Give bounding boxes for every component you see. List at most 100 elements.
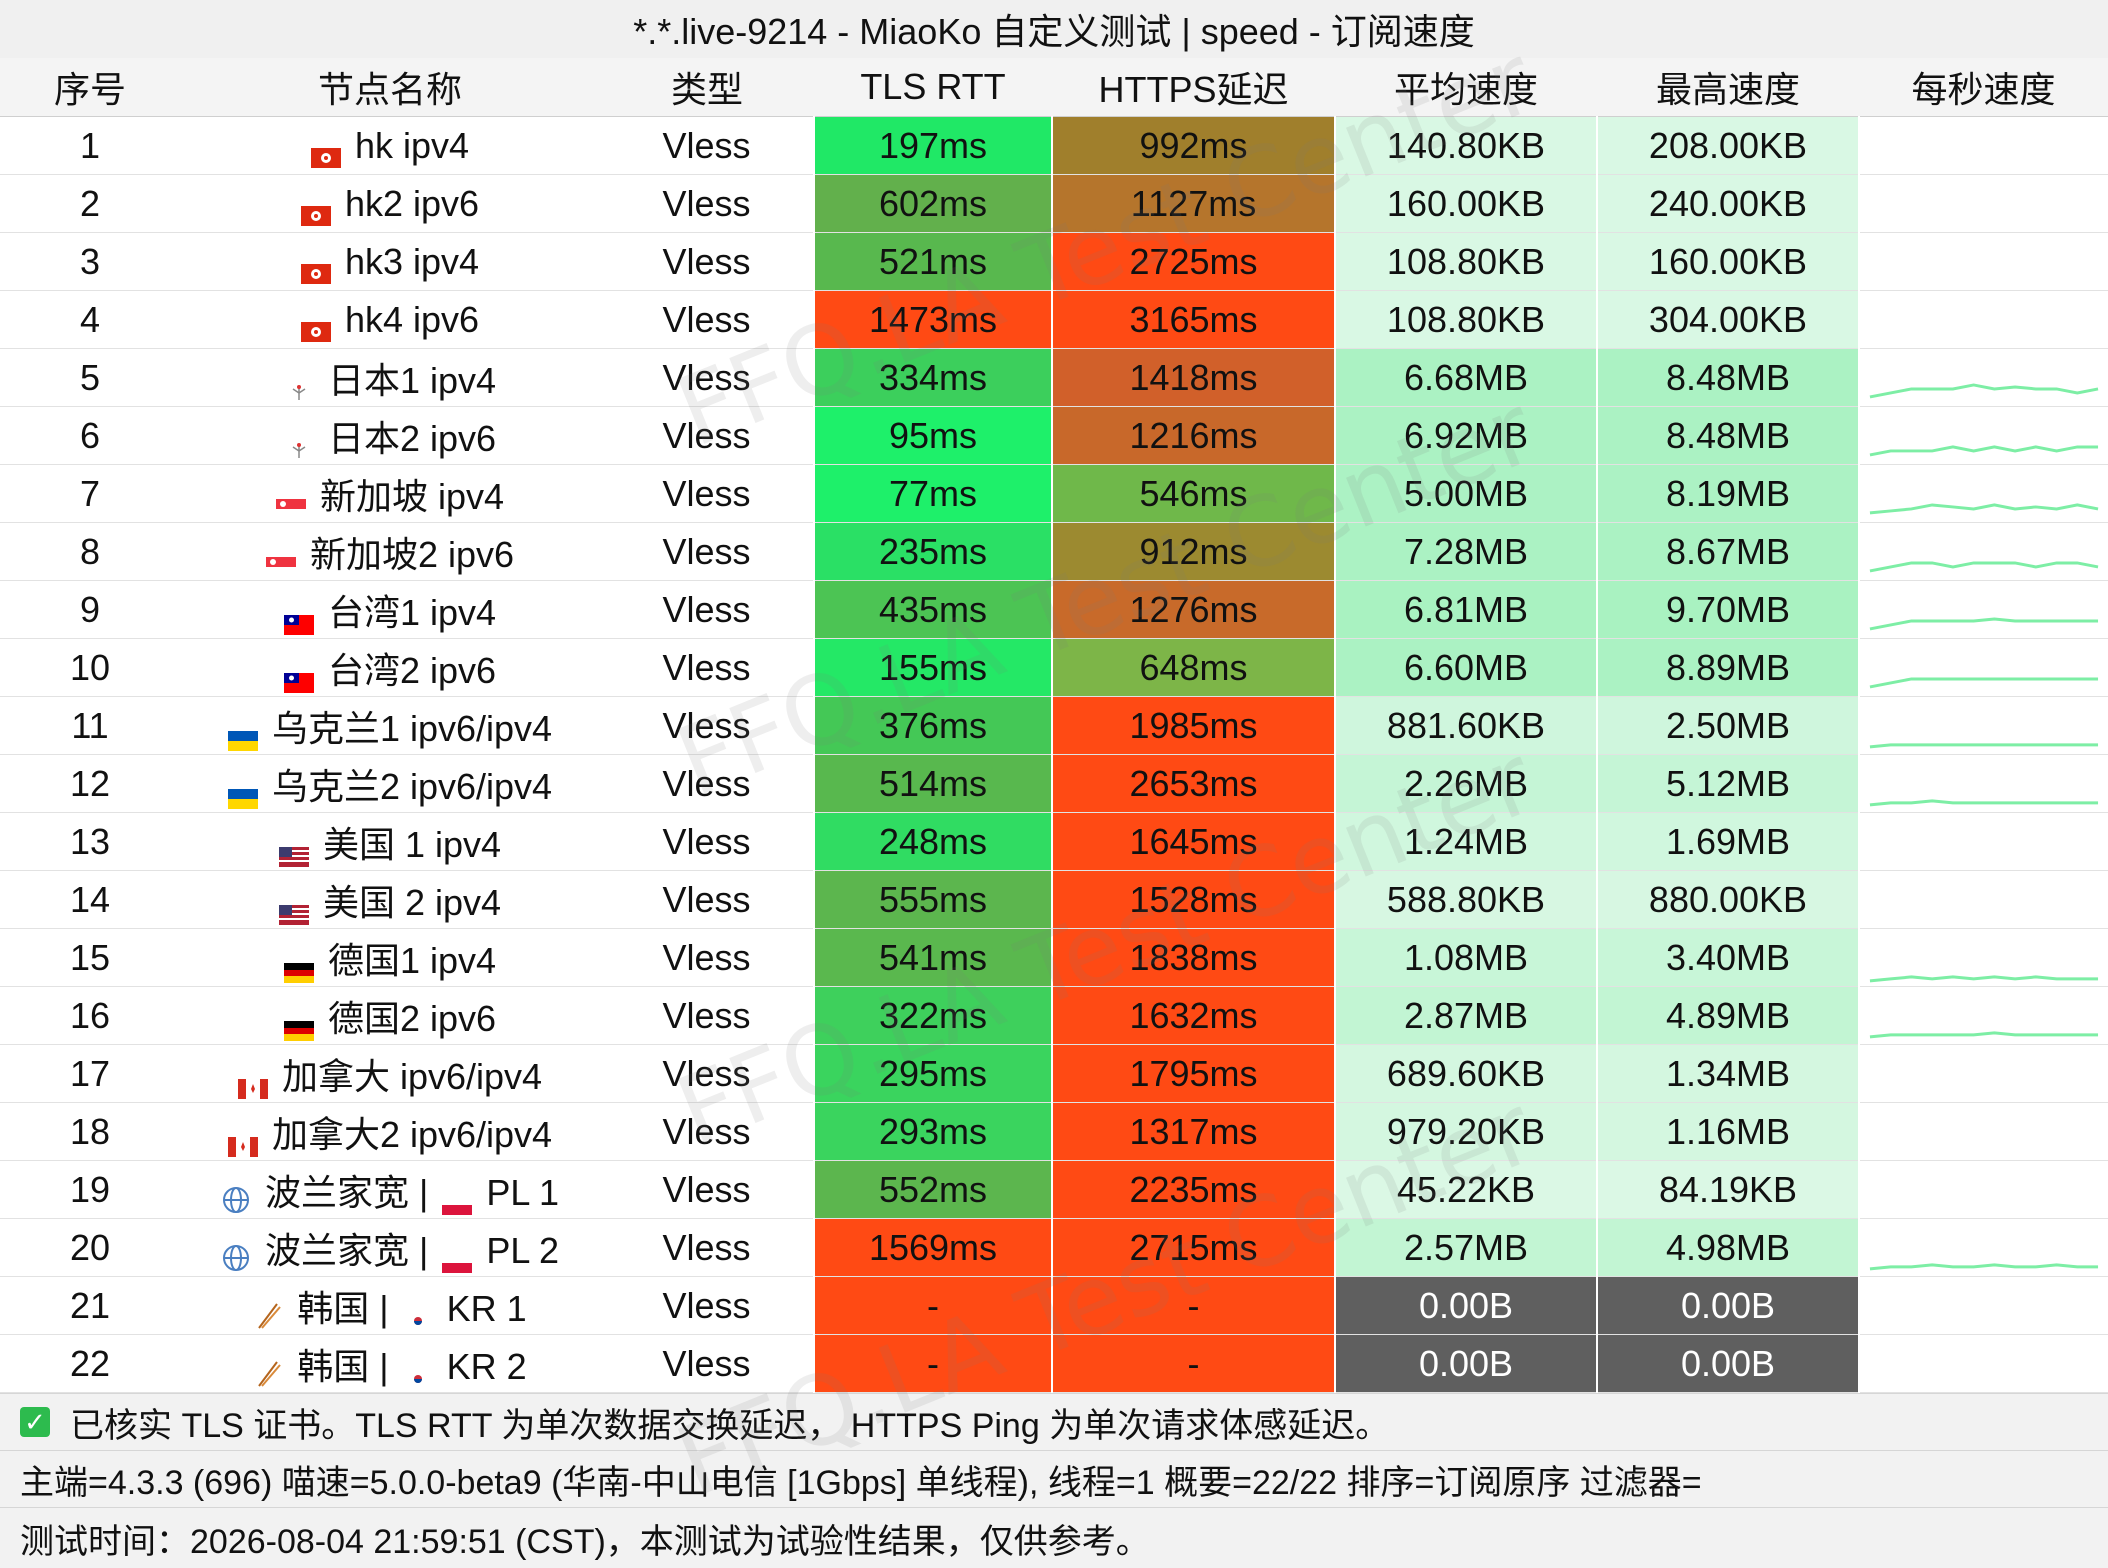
https-delay-cell: - (1051, 1334, 1336, 1393)
table-row[interactable]: 8 新加坡2 ipv6 Vless 235ms 912ms 7.28MB 8.67MB (0, 522, 2108, 581)
max-speed-cell: 8.19MB (1596, 464, 1860, 523)
chopsticks-icon (253, 1356, 283, 1387)
col-header-per-second-speed[interactable]: 每秒速度 (1859, 58, 2108, 117)
table-row[interactable]: 7 新加坡 ipv4 Vless 77ms 546ms 5.00MB 8.19MB (0, 464, 2108, 523)
tls-rtt-cell: 197ms (813, 116, 1053, 175)
per-second-speed-cell (1859, 696, 2108, 755)
max-speed-cell: 1.16MB (1596, 1102, 1860, 1161)
max-speed-cell: 3.40MB (1596, 928, 1860, 987)
avg-speed-cell: 1.08MB (1334, 928, 1598, 987)
node-sub-name: PL 1 (486, 1171, 560, 1213)
node-type: Vless (600, 174, 814, 233)
per-second-speed-cell (1859, 754, 2108, 813)
https-delay-cell: 992ms (1051, 116, 1336, 175)
row-index: 19 (0, 1160, 180, 1219)
globe-icon (221, 1240, 251, 1271)
node-name-cell: 日本2 ipv6 (180, 406, 600, 465)
table-row[interactable]: 9 台湾1 ipv4 Vless 435ms 1276ms 6.81MB 9.70MB (0, 580, 2108, 639)
table-row[interactable]: 16 德国2 ipv6 Vless 322ms 1632ms 2.87MB 4.89MB (0, 986, 2108, 1045)
col-header-index[interactable]: 序号 (0, 58, 180, 117)
table-row[interactable]: 14 美国 2 ipv4 Vless 555ms 1528ms 588.80KB 880.0… (0, 870, 2108, 929)
row-index: 13 (0, 812, 180, 871)
node-name: 新加坡2 ipv6 (309, 533, 515, 575)
table-row[interactable]: 2 hk2 ipv6 Vless 602ms 1127ms 160.00KB 240.00K… (0, 174, 2108, 233)
tls-rtt-cell: 295ms (813, 1044, 1053, 1103)
table-row[interactable]: 5 日本1 ipv4 Vless 334ms 1418ms 6.68MB 8.48MB (0, 348, 2108, 407)
table-row[interactable]: 3 hk3 ipv4 Vless 521ms 2725ms 108.80KB 160.00K… (0, 232, 2108, 291)
node-name-cell: hk4 ipv6 (180, 290, 600, 349)
node-type: Vless (600, 580, 814, 639)
node-sub-name: PL 2 (486, 1229, 560, 1271)
col-header-https-delay[interactable]: HTTPS延迟 (1052, 58, 1335, 117)
flag-jp-icon (283, 370, 314, 403)
col-header-max-speed[interactable]: 最高速度 (1597, 58, 1859, 117)
node-name-cell: 加拿大 ipv6/ipv4 (180, 1044, 600, 1103)
flag-tw-icon (283, 660, 314, 693)
tls-rtt-cell: 552ms (813, 1160, 1053, 1219)
per-second-speed-cell (1859, 1044, 2108, 1103)
per-second-speed-cell (1859, 116, 2108, 175)
node-name-cell: 新加坡2 ipv6 (180, 522, 600, 581)
speed-sparkline (1869, 445, 2099, 457)
tls-rtt-cell: 521ms (813, 232, 1053, 291)
avg-speed-cell: 1.24MB (1334, 812, 1598, 871)
node-name-cell: 德国2 ipv6 (180, 986, 600, 1045)
per-second-speed-cell (1859, 638, 2108, 697)
https-delay-cell: 1838ms (1051, 928, 1336, 987)
flag-us-icon (278, 834, 309, 867)
https-delay-cell: 3165ms (1051, 290, 1336, 349)
col-header-tls-rtt[interactable]: TLS RTT (814, 58, 1052, 117)
https-delay-cell: 2725ms (1051, 232, 1336, 291)
per-second-speed-cell (1859, 870, 2108, 929)
max-speed-cell: 8.67MB (1596, 522, 1860, 581)
flag-hk-icon (300, 309, 331, 342)
flag-us-icon (278, 892, 309, 925)
avg-speed-cell: 2.87MB (1334, 986, 1598, 1045)
node-type: Vless (600, 406, 814, 465)
table-row[interactable]: 12 乌克兰2 ipv6/ipv4 Vless 514ms 2653ms 2.26MB 5.… (0, 754, 2108, 813)
tls-rtt-cell: 602ms (813, 174, 1053, 233)
footer-tls-note: ✓ 已核实 TLS 证书。TLS RTT 为单次数据交换延迟， HTTPS Pi… (0, 1393, 2108, 1450)
flag-tw-icon (283, 602, 314, 635)
node-type: Vless (600, 232, 814, 291)
table-row[interactable]: 11 乌克兰1 ipv6/ipv4 Vless 376ms 1985ms 881.60KB… (0, 696, 2108, 755)
table-row[interactable]: 18 加拿大2 ipv6/ipv4 Vless 293ms 1317ms 979.20KB… (0, 1102, 2108, 1161)
table-row[interactable]: 17 加拿大 ipv6/ipv4 Vless 295ms 1795ms 689.60KB 1… (0, 1044, 2108, 1103)
table-row[interactable]: 10 台湾2 ipv6 Vless 155ms 648ms 6.60MB 8.89MB (0, 638, 2108, 697)
node-name: 德国2 ipv6 (327, 997, 497, 1039)
row-index: 12 (0, 754, 180, 813)
https-delay-cell: 912ms (1051, 522, 1336, 581)
table-row[interactable]: 20 波兰家宽 | PL 2 Vless 1569ms 2715ms 2.57MB 4.98M… (0, 1218, 2108, 1277)
table-row[interactable]: 13 美国 1 ipv4 Vless 248ms 1645ms 1.24MB 1.69MB (0, 812, 2108, 871)
table-row[interactable]: 4 hk4 ipv6 Vless 1473ms 3165ms 108.80KB 304.00… (0, 290, 2108, 349)
node-name: 美国 1 ipv4 (322, 823, 502, 865)
node-name-cell: 德国1 ipv4 (180, 928, 600, 987)
node-name-cell: 韩国 | KR 1 (180, 1276, 600, 1335)
max-speed-cell: 1.34MB (1596, 1044, 1860, 1103)
node-type: Vless (600, 1218, 814, 1277)
node-name-cell: 日本1 ipv4 (180, 348, 600, 407)
col-header-type[interactable]: 类型 (600, 58, 814, 117)
table-row[interactable]: 1 hk ipv4 Vless 197ms 992ms 140.80KB 208.00KB (0, 116, 2108, 175)
per-second-speed-cell (1859, 986, 2108, 1045)
row-index: 3 (0, 232, 180, 291)
max-speed-cell: 9.70MB (1596, 580, 1860, 639)
table-row[interactable]: 6 日本2 ipv6 Vless 95ms 1216ms 6.92MB 8.48MB (0, 406, 2108, 465)
tls-rtt-cell: 1569ms (813, 1218, 1053, 1277)
footer-line-2: 主端=4.3.3 (696) 喵速=5.0.0-beta9 (华南-中山电信 [… (20, 1463, 1702, 1502)
node-type: Vless (600, 464, 814, 523)
node-type: Vless (600, 1102, 814, 1161)
table-row[interactable]: 21 韩国 | KR 1 Vless - -0.00B 0.00B (0, 1276, 2108, 1335)
max-speed-cell: 84.19KB (1596, 1160, 1860, 1219)
table-row[interactable]: 15 德国1 ipv4 Vless 541ms 1838ms 1.08MB 3.40MB (0, 928, 2108, 987)
per-second-speed-cell (1859, 1160, 2108, 1219)
table-row[interactable]: 19 波兰家宽 | PL 1 Vless 552ms 2235ms 45.22KB 84.19… (0, 1160, 2108, 1219)
col-header-avg-speed[interactable]: 平均速度 (1335, 58, 1597, 117)
avg-speed-cell: 0.00B (1334, 1276, 1598, 1335)
flag-ua-icon (227, 776, 258, 809)
col-header-node-name[interactable]: 节点名称 (180, 58, 600, 117)
flag-de-icon (283, 950, 314, 983)
speed-sparkline (1869, 503, 2099, 515)
tls-rtt-cell: - (813, 1276, 1053, 1335)
table-row[interactable]: 22 韩国 | KR 2 Vless - -0.00B 0.00B (0, 1334, 2108, 1393)
